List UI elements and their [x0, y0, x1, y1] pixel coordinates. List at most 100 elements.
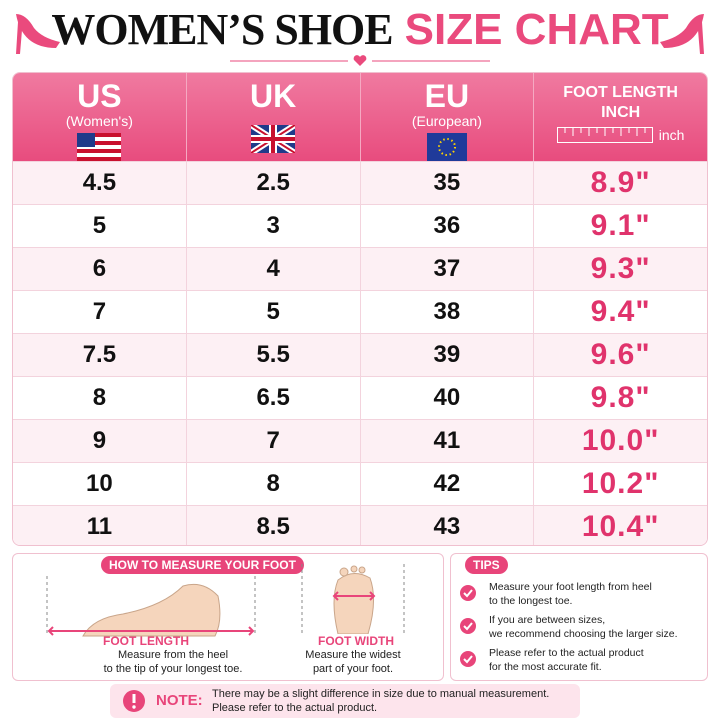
- desc-line: to the tip of your longest toe.: [103, 663, 243, 675]
- table-cell: 9.6": [590, 338, 651, 371]
- desc-line: Measure the widest: [305, 649, 401, 661]
- table-row: 11 8.5 43 10.4": [13, 505, 707, 545]
- table-cell: 37: [361, 248, 535, 290]
- unit-label: inch: [658, 127, 685, 143]
- table-cell: 4.5: [13, 162, 187, 204]
- ruler-row: inch: [534, 127, 707, 143]
- column-title: US: [77, 78, 122, 114]
- tip-item: Please refer to the actual product for th…: [457, 646, 707, 679]
- ruler: [556, 127, 653, 143]
- table-cell: 41: [361, 420, 535, 462]
- length-desc: Measure from the heel to the tip of your …: [63, 648, 283, 676]
- table-cell: 8.5: [187, 506, 361, 545]
- table-cell: 40: [361, 377, 535, 419]
- header-cell: FOOT LENGTH INCH inch: [534, 73, 707, 161]
- width-desc: Measure the widest part of your foot.: [293, 648, 413, 676]
- title-accent: SIZE CHART: [404, 5, 669, 54]
- foot-side-illustration: [46, 576, 256, 637]
- table-cell: 38: [361, 291, 535, 333]
- measure-panel: HOW TO MEASURE YOUR FOOT FOOT LENGTH Mea…: [12, 553, 444, 681]
- table-cell: 9: [13, 420, 187, 462]
- table-cell: 10.0": [581, 424, 660, 457]
- tip-line: we recommend choosing the larger size.: [489, 628, 678, 640]
- table-cell: 7.5: [13, 334, 187, 376]
- tip-line: Please refer to the actual product: [489, 647, 644, 659]
- table-cell: 8.9": [590, 166, 651, 199]
- foot-top-illustration: [301, 564, 405, 634]
- header-cell: EU (European): [361, 73, 535, 161]
- table-cell: 5: [187, 291, 361, 333]
- us-flag: [77, 133, 122, 161]
- table-row: 7.5 5.5 39 9.6": [13, 333, 707, 376]
- warning-icon: [123, 690, 145, 712]
- table-row: 4.5 2.5 35 8.9": [13, 161, 707, 204]
- tip-line: to the longest toe.: [489, 595, 573, 607]
- column-subtitle: INCH: [601, 104, 641, 121]
- tips-list: Measure your foot length from heel to the…: [457, 580, 707, 679]
- table-cell: 9.1": [590, 209, 651, 242]
- table-cell: 6.5: [187, 377, 361, 419]
- section-title: HOW TO MEASURE YOUR FOOT: [101, 556, 304, 574]
- table-body: 4.5 2.5 35 8.9" 5 3 36 9.1" 6 4 37 9.3" 7 5 38 9.4" 7.5 5…: [13, 161, 707, 545]
- table-cell: 9.4": [590, 295, 651, 328]
- column-title: UK: [250, 78, 297, 114]
- tip-item: If you are between sizes, we recommend ch…: [457, 613, 707, 646]
- table-cell: 8: [13, 377, 187, 419]
- table-cell: 6: [13, 248, 187, 290]
- check-icon: [460, 651, 476, 667]
- table-cell: 10.2": [581, 467, 660, 500]
- column-subtitle: (European): [411, 113, 482, 129]
- table-row: 10 8 42 10.2": [13, 462, 707, 505]
- tip-line: If you are between sizes,: [489, 614, 606, 626]
- table-row: 9 7 41 10.0": [13, 419, 707, 462]
- table-cell: 10: [13, 463, 187, 505]
- desc-line: part of your foot.: [312, 663, 394, 675]
- table-cell: 43: [361, 506, 535, 545]
- tip-item: Measure your foot length from heel to the…: [457, 580, 707, 613]
- note-text: There may be a slight difference in size…: [212, 687, 549, 715]
- title: WOMEN’S SHOE SIZE CHART: [0, 4, 720, 56]
- section-title: TIPS: [465, 556, 508, 574]
- note-box: NOTE: There may be a slight difference i…: [110, 684, 580, 718]
- table-cell: 7: [187, 420, 361, 462]
- tips-panel: TIPS Measure your foot length from heel t…: [450, 553, 708, 681]
- width-label: FOOT WIDTH: [318, 634, 394, 648]
- note-line: There may be a slight difference in size…: [212, 688, 550, 700]
- table-cell: 8: [187, 463, 361, 505]
- note-line: Please refer to the actual product.: [212, 702, 378, 714]
- note-label: NOTE:: [156, 692, 203, 709]
- title-main: WOMEN’S SHOE: [51, 5, 393, 54]
- divider: [230, 55, 490, 66]
- table-cell: 9.3": [590, 252, 651, 285]
- check-icon: [460, 618, 476, 634]
- uk-flag: [249, 122, 297, 156]
- table-cell: 42: [361, 463, 535, 505]
- header-cell: US (Women's): [13, 73, 187, 161]
- desc-line: Measure from the heel: [117, 649, 229, 661]
- table-cell: 5.5: [187, 334, 361, 376]
- heel-icon: [16, 14, 60, 54]
- table-row: 7 5 38 9.4": [13, 290, 707, 333]
- table-cell: 7: [13, 291, 187, 333]
- tip-line: for the most accurate fit.: [489, 661, 602, 673]
- column-title: EU: [424, 78, 470, 114]
- table-row: 6 4 37 9.3": [13, 247, 707, 290]
- table-cell: 36: [361, 205, 535, 247]
- table-row: 8 6.5 40 9.8": [13, 376, 707, 419]
- table-header: US (Women's) UK EU (European) FOOT LENGTH I…: [13, 73, 707, 161]
- size-table: US (Women's) UK EU (European) FOOT LENGTH I…: [12, 72, 708, 546]
- table-cell: 35: [361, 162, 535, 204]
- table-cell: 11: [13, 506, 187, 545]
- table-cell: 9.8": [590, 381, 651, 414]
- header-cell: UK: [187, 73, 361, 161]
- length-label: FOOT LENGTH: [103, 634, 189, 648]
- table-cell: 5: [13, 205, 187, 247]
- table-cell: 3: [187, 205, 361, 247]
- table-cell: 10.4": [581, 510, 660, 543]
- tip-line: Measure your foot length from heel: [489, 581, 652, 593]
- eu-flag: [426, 133, 467, 161]
- table-cell: 39: [361, 334, 535, 376]
- table-cell: 2.5: [187, 162, 361, 204]
- check-icon: [460, 585, 476, 601]
